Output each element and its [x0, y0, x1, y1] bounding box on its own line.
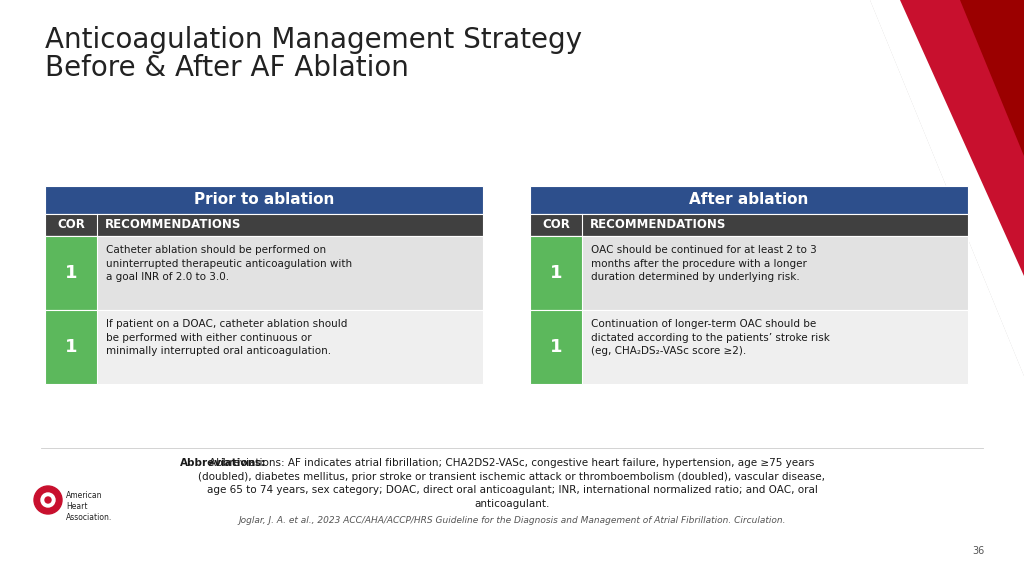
Text: Abbreviations:: Abbreviations: [179, 458, 266, 468]
Circle shape [45, 497, 51, 503]
FancyBboxPatch shape [45, 214, 483, 236]
Text: Joglar, J. A. et al., 2023 ACC/AHA/ACCP/HRS Guideline for the Diagnosis and Mana: Joglar, J. A. et al., 2023 ACC/AHA/ACCP/… [239, 516, 785, 525]
Text: 36: 36 [973, 546, 985, 556]
Polygon shape [870, 0, 1024, 376]
Polygon shape [900, 0, 1024, 276]
Text: 1: 1 [550, 338, 562, 356]
FancyBboxPatch shape [530, 214, 968, 236]
Text: 1: 1 [65, 264, 77, 282]
FancyBboxPatch shape [530, 310, 582, 384]
Text: Continuation of longer-term OAC should be
dictated according to the patients’ st: Continuation of longer-term OAC should b… [591, 319, 829, 356]
FancyBboxPatch shape [530, 310, 968, 384]
FancyBboxPatch shape [45, 186, 483, 214]
FancyBboxPatch shape [45, 310, 483, 384]
Polygon shape [870, 0, 1024, 376]
Text: 1: 1 [550, 264, 562, 282]
FancyBboxPatch shape [530, 236, 582, 310]
Text: After ablation: After ablation [689, 192, 809, 207]
Text: Before & After AF Ablation: Before & After AF Ablation [45, 54, 409, 82]
FancyBboxPatch shape [530, 186, 968, 214]
Text: Prior to ablation: Prior to ablation [194, 192, 334, 207]
Text: Abbreviations: AF indicates atrial fibrillation; CHA2DS2-VASc, congestive heart : Abbreviations: AF indicates atrial fibri… [199, 458, 825, 509]
Circle shape [41, 493, 55, 507]
Text: COR: COR [57, 218, 85, 232]
FancyBboxPatch shape [45, 236, 97, 310]
FancyBboxPatch shape [45, 236, 483, 310]
Text: 1: 1 [65, 338, 77, 356]
Polygon shape [961, 0, 1024, 156]
Text: RECOMMENDATIONS: RECOMMENDATIONS [105, 218, 242, 232]
Text: American
Heart
Association.: American Heart Association. [66, 491, 113, 522]
Circle shape [34, 486, 62, 514]
Text: OAC should be continued for at least 2 to 3
months after the procedure with a lo: OAC should be continued for at least 2 t… [591, 245, 817, 282]
Text: COR: COR [542, 218, 570, 232]
Text: RECOMMENDATIONS: RECOMMENDATIONS [590, 218, 726, 232]
FancyBboxPatch shape [530, 236, 968, 310]
Text: If patient on a DOAC, catheter ablation should
be performed with either continuo: If patient on a DOAC, catheter ablation … [106, 319, 347, 356]
FancyBboxPatch shape [45, 310, 97, 384]
Text: Anticoagulation Management Strategy: Anticoagulation Management Strategy [45, 26, 582, 54]
Text: Catheter ablation should be performed on
uninterrupted therapeutic anticoagulati: Catheter ablation should be performed on… [106, 245, 352, 282]
